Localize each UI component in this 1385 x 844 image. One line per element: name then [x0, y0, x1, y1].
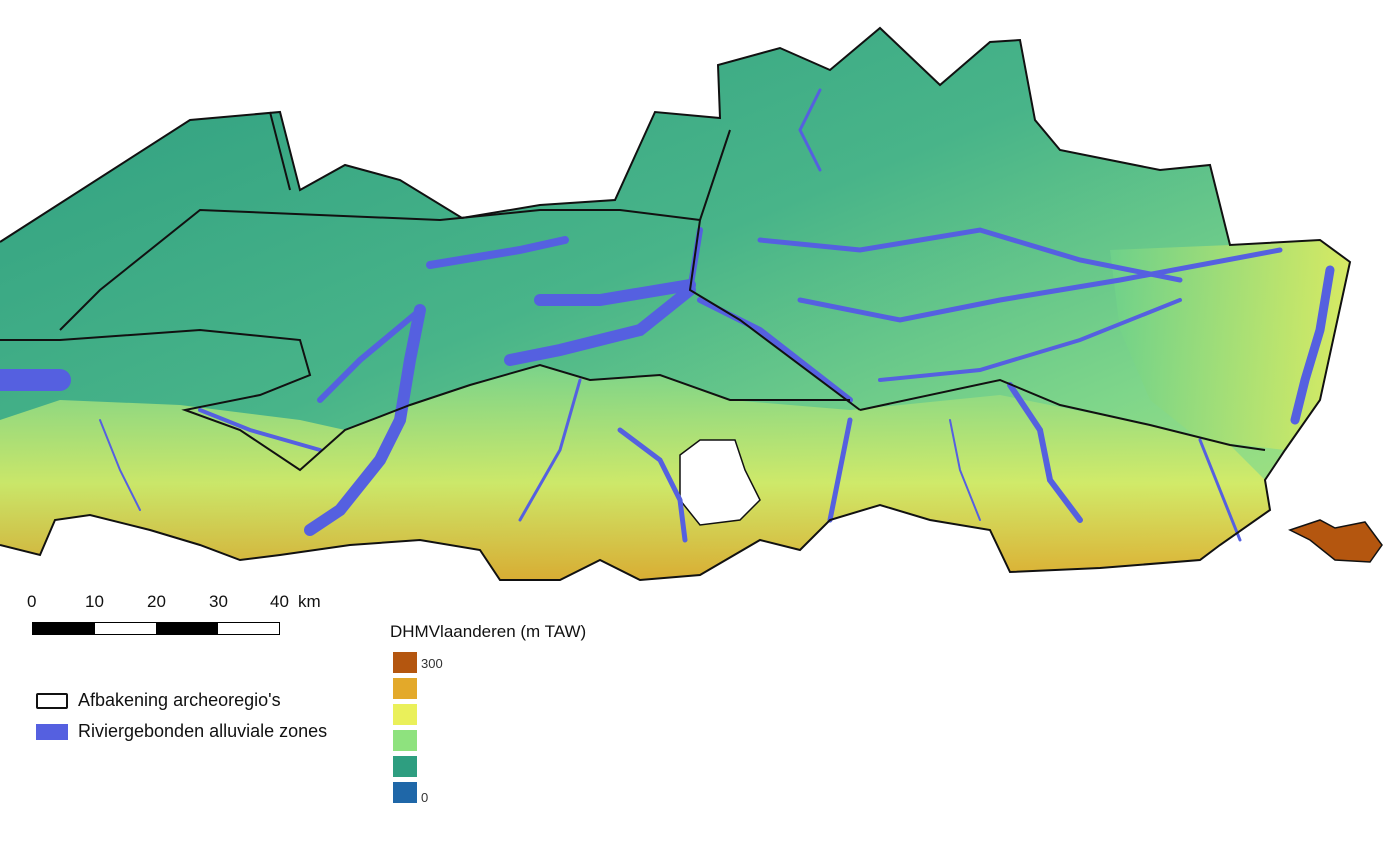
scale-label-40: 40	[270, 592, 289, 611]
dem-ramp-box	[393, 756, 417, 777]
dem-ramp-box	[393, 652, 417, 673]
legend-item-alluvial: Riviergebonden alluviale zones	[36, 721, 327, 742]
outline-swatch-icon	[36, 692, 68, 709]
dem-color-ramp	[393, 652, 417, 808]
scale-label-0: 0	[27, 592, 37, 611]
scale-segment	[217, 623, 279, 634]
scale-label-20: 20	[147, 592, 166, 611]
scale-segment	[33, 623, 95, 634]
dem-ramp-box	[393, 678, 417, 699]
scale-segment	[94, 623, 156, 634]
dem-ramp-box	[393, 730, 417, 751]
brussels-enclave	[679, 439, 761, 526]
scale-segment	[156, 623, 218, 634]
dem-ramp-box	[393, 704, 417, 725]
dem-min-label: 0	[421, 790, 429, 805]
scale-bar	[32, 622, 280, 635]
east-plateau	[1110, 240, 1350, 450]
scale-label-10: 10	[85, 592, 104, 611]
dem-ramp-box	[393, 782, 417, 803]
scale-unit: km	[298, 592, 321, 611]
blue-swatch-icon	[36, 723, 68, 740]
dem-max-label: 300	[421, 656, 443, 671]
elevation-map	[0, 26, 1383, 582]
legend-label: Afbakening archeoregio's	[78, 690, 281, 710]
voeren-exclave	[1288, 519, 1383, 563]
dem-legend-title: DHMVlaanderen (m TAW)	[390, 622, 587, 641]
archeoregion-borders	[0, 26, 1352, 582]
legend-label: Riviergebonden alluviale zones	[78, 721, 328, 741]
legend-item-archeoregions: Afbakening archeoregio's	[36, 690, 281, 711]
scale-label-30: 30	[209, 592, 228, 611]
